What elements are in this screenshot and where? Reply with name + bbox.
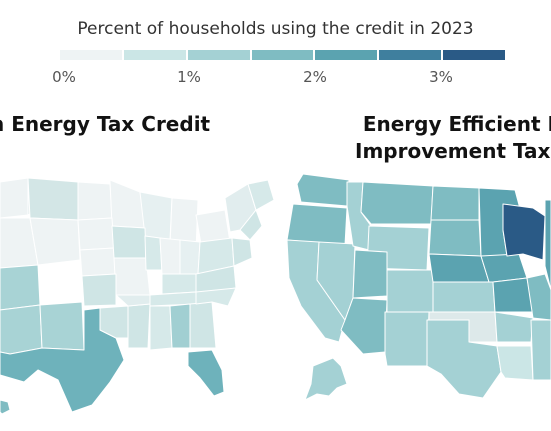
- state-region: [169, 303, 191, 349]
- state-region: [340, 297, 388, 355]
- legend-tick-3: 3%: [429, 68, 453, 86]
- state-region: [530, 319, 551, 381]
- state-region: [428, 219, 482, 257]
- state-region: [430, 185, 480, 221]
- state-region: [195, 287, 237, 307]
- state-region: [352, 249, 388, 299]
- state-region: [0, 304, 43, 355]
- state-region: [296, 173, 350, 207]
- state-region: [480, 253, 528, 283]
- legend-swatch: [187, 50, 250, 60]
- state-region: [286, 203, 348, 246]
- right-map-title-line1: Energy Efficient H: [362, 112, 551, 136]
- state-region: [179, 239, 201, 275]
- state-region: [127, 303, 151, 349]
- state-region: [0, 307, 125, 413]
- state-region: [113, 257, 151, 296]
- state-region: [384, 311, 430, 367]
- state-region: [111, 225, 147, 259]
- state-region: [494, 311, 534, 343]
- state-region: [189, 301, 217, 349]
- left-choropleth-map: [0, 177, 275, 415]
- state-region: [428, 253, 490, 283]
- state-region: [386, 269, 434, 313]
- state-region: [492, 277, 534, 313]
- state-region: [115, 294, 151, 307]
- state-region: [149, 305, 173, 351]
- state-region: [544, 199, 551, 291]
- state-region: [39, 301, 85, 351]
- right-choropleth-map: [286, 173, 551, 401]
- state-region: [144, 235, 163, 271]
- state-region: [81, 273, 117, 307]
- state-region: [77, 181, 113, 221]
- state-region: [29, 217, 81, 266]
- legend-swatch: [379, 50, 442, 60]
- state-region: [360, 181, 434, 225]
- legend-tick-0: 0%: [52, 68, 76, 86]
- state-region: [0, 177, 29, 219]
- state-region: [187, 349, 225, 397]
- state-region: [161, 273, 199, 295]
- state-region: [0, 264, 41, 311]
- state-region: [426, 319, 502, 399]
- legend-tick-1: 1%: [177, 68, 201, 86]
- state-region: [231, 237, 253, 267]
- state-region: [526, 273, 551, 321]
- legend-swatch: [443, 50, 506, 60]
- legend-swatch: [123, 50, 186, 60]
- left-map-title: n Energy Tax Credit: [0, 112, 211, 136]
- legend-tick-2: 2%: [303, 68, 327, 86]
- state-region: [502, 203, 546, 261]
- state-region: [247, 179, 275, 211]
- state-region: [239, 209, 263, 241]
- state-region: [432, 281, 496, 313]
- legend-swatch: [315, 50, 378, 60]
- legend-title: Percent of households using the credit i…: [77, 19, 474, 39]
- state-region: [79, 247, 117, 277]
- state-region: [99, 305, 129, 339]
- state-region: [496, 345, 534, 381]
- state-region: [27, 177, 79, 221]
- right-map-title: Energy Efficient H Improvement Tax C: [355, 111, 551, 165]
- state-region: [159, 237, 181, 275]
- legend-color-scale: [60, 50, 506, 60]
- legend-swatch: [60, 50, 122, 60]
- state-region: [304, 357, 348, 401]
- state-region: [77, 217, 115, 251]
- state-region: [109, 179, 146, 229]
- right-map-title-line2: Improvement Tax C: [355, 139, 551, 163]
- state-region: [0, 399, 11, 415]
- legend-swatch: [251, 50, 314, 60]
